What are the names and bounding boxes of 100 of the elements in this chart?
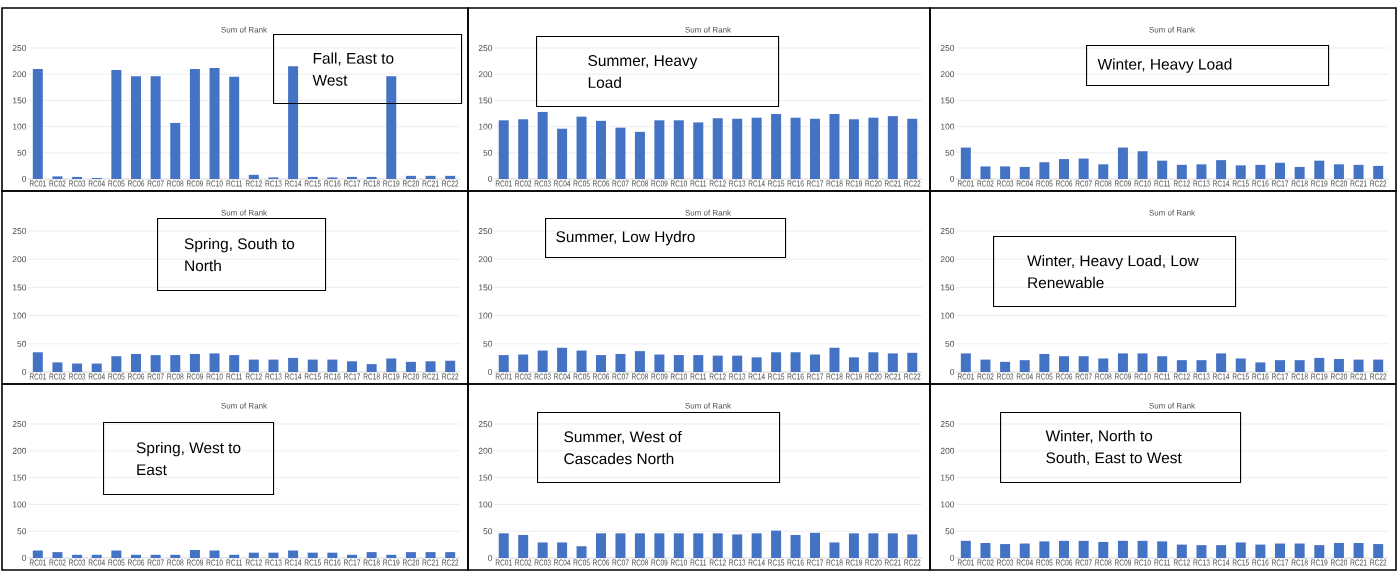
bar: [751, 357, 762, 372]
bar: [189, 68, 200, 179]
x-tick-label: RC01: [495, 559, 512, 566]
bar: [1117, 147, 1128, 179]
x-tick-label: RC09: [651, 373, 668, 380]
x-tick-label: RC19: [383, 180, 400, 187]
bar: [634, 533, 645, 559]
x-tick-label: RC21: [422, 180, 439, 187]
bar: [1117, 353, 1128, 372]
bar: [810, 532, 821, 559]
y-tick-label: 200: [478, 71, 493, 78]
y-tick-label: 150: [12, 284, 27, 291]
x-tick-label: RC22: [442, 559, 459, 566]
bar: [596, 355, 607, 372]
x-tick-label: RC03: [997, 180, 1014, 187]
x-tick-label: RC03: [69, 559, 86, 566]
x-tick-label: RC09: [1115, 373, 1132, 380]
x-tick-label: RC12: [1173, 180, 1190, 187]
y-tick-label: 50: [483, 149, 493, 156]
x-tick-label: RC14: [1213, 559, 1230, 566]
x-tick-label: RC01: [957, 559, 974, 566]
bar: [1255, 164, 1266, 179]
x-tick-label: RC10: [1134, 180, 1151, 187]
x-tick-label: RC21: [884, 180, 901, 187]
x-tick-label: RC08: [167, 180, 184, 187]
bar: [1019, 360, 1030, 372]
x-tick-label: RC09: [187, 373, 204, 380]
y-tick-label: 200: [12, 256, 27, 263]
y-tick-label: 0: [950, 555, 955, 561]
bar: [1314, 357, 1325, 372]
y-tick-label: 0: [488, 555, 493, 561]
bar: [887, 353, 898, 372]
x-tick-label: RC05: [108, 180, 125, 187]
bar: [810, 118, 821, 179]
bar: [790, 534, 801, 559]
x-tick-label: RC16: [324, 559, 341, 566]
bar: [1216, 353, 1227, 372]
x-tick-label: RC02: [977, 180, 994, 187]
x-tick-label: RC17: [807, 559, 824, 566]
x-tick-label: RC11: [690, 180, 707, 187]
x-tick-label: RC10: [1134, 559, 1151, 566]
bar: [498, 533, 509, 559]
x-tick-label: RC22: [904, 559, 921, 566]
y-tick-label: 100: [12, 123, 27, 130]
x-tick-label: RC10: [670, 559, 688, 566]
x-tick-label: RC11: [226, 373, 243, 380]
x-tick-label: RC11: [690, 373, 707, 380]
bar: [1373, 359, 1384, 372]
bar: [1078, 158, 1089, 179]
bar: [615, 353, 626, 372]
bar: [693, 122, 704, 179]
x-tick-label: RC16: [1252, 373, 1269, 380]
x-tick-label: RC16: [324, 180, 341, 187]
x-tick-label: RC13: [1193, 559, 1210, 566]
x-tick-label: RC01: [957, 373, 974, 380]
x-tick-label: RC02: [515, 559, 532, 566]
x-tick-label: RC04: [554, 180, 571, 187]
x-tick-label: RC17: [344, 559, 361, 566]
x-tick-label: RC21: [884, 373, 901, 380]
bar: [771, 530, 782, 559]
x-tick-label: RC08: [1095, 373, 1112, 380]
x-tick-label: RC13: [265, 559, 282, 566]
x-tick-label: RC19: [846, 559, 863, 566]
bar: [751, 117, 762, 179]
x-tick-label: RC09: [1115, 559, 1132, 566]
annotation: Spring, West to East: [136, 441, 241, 476]
bar: [732, 534, 743, 559]
x-tick-label: RC19: [383, 373, 400, 380]
y-tick-label: 0: [22, 369, 27, 375]
y-tick-label: 250: [12, 228, 27, 234]
x-tick-label: RC05: [108, 373, 125, 380]
x-tick-label: RC11: [690, 559, 707, 566]
annotation: Spring, South to North: [184, 237, 295, 272]
x-tick-label: RC13: [1193, 373, 1210, 380]
bar: [673, 355, 684, 372]
x-tick-label: RC12: [245, 373, 262, 380]
bar: [576, 116, 587, 179]
x-tick-label: RC04: [554, 373, 571, 380]
y-tick-label: 150: [478, 474, 493, 481]
x-tick-label: RC08: [632, 180, 649, 187]
x-tick-label: RC18: [826, 559, 843, 566]
bar: [405, 361, 416, 372]
bar: [980, 359, 991, 372]
bar: [848, 533, 859, 559]
bar: [307, 176, 318, 179]
bar: [1294, 166, 1305, 179]
x-tick-label: RC08: [167, 559, 184, 566]
x-tick-label: RC07: [612, 373, 629, 380]
bar: [829, 114, 840, 179]
x-tick-label: RC12: [709, 559, 726, 566]
y-tick-label: 100: [478, 123, 493, 130]
x-tick-label: RC20: [1331, 180, 1348, 187]
x-tick-label: RC14: [285, 559, 302, 566]
bar: [327, 359, 338, 372]
x-tick-label: RC14: [748, 559, 765, 566]
bar: [248, 359, 259, 372]
x-tick-label: RC21: [1350, 180, 1367, 187]
bar: [518, 354, 529, 372]
x-tick-label: RC19: [1311, 373, 1328, 380]
bar: [1059, 159, 1070, 179]
